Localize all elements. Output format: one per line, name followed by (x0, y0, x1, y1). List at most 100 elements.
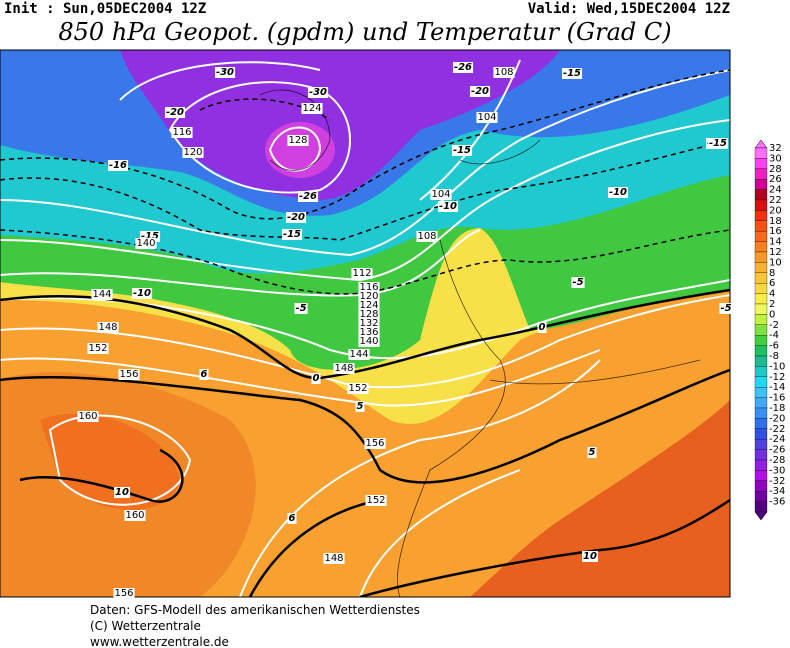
height-label-box (430, 189, 452, 200)
footer-line: Daten: GFS-Modell des amerikanischen Wet… (90, 603, 420, 617)
temperature-label-box (561, 68, 583, 79)
temperature-label-box (287, 513, 297, 524)
height-label: 160 (125, 510, 144, 521)
temperature-label: -5 (572, 277, 583, 288)
legend-label: 6 (769, 278, 775, 289)
height-label-box (358, 282, 380, 293)
legend-swatch (754, 449, 768, 461)
height-label-box (323, 553, 345, 564)
legend-swatch (754, 179, 768, 190)
height-label-box (91, 289, 113, 300)
temperature-label: -15 (563, 68, 581, 79)
temperature-label: -15 (453, 145, 471, 156)
legend-label: 30 (769, 153, 782, 164)
height-label-box (287, 135, 309, 146)
temperature-label: -10 (609, 187, 627, 198)
legend-swatch (754, 480, 768, 492)
height-label-box (358, 327, 380, 338)
height-label: 104 (431, 189, 450, 200)
temperature-label-box (607, 187, 629, 198)
legend-label: -26 (769, 445, 785, 456)
height-label: 120 (359, 291, 378, 302)
temperature-label-box (469, 86, 491, 97)
height-label-box (493, 67, 515, 78)
temperature-label-box (107, 160, 129, 171)
temperature-label-box (139, 231, 161, 242)
temperature-label: 10 (583, 551, 597, 562)
legend-label: -28 (769, 455, 785, 466)
height-label-box (358, 309, 380, 320)
legend-arrow (754, 139, 768, 149)
height-label-box (77, 411, 99, 422)
height-label: 116 (359, 282, 378, 293)
legend-swatch (754, 345, 768, 357)
legend-swatch (754, 376, 768, 388)
height-label: 148 (334, 363, 353, 374)
legend-swatch (754, 335, 768, 346)
legend-arrow (754, 511, 768, 521)
temperature-label: -10 (439, 201, 457, 212)
legend-swatch (754, 231, 768, 242)
height-label: 136 (359, 327, 378, 338)
valid-time: Valid: Wed,15DEC2004 12Z (528, 1, 730, 17)
legend-label: -36 (769, 497, 785, 508)
height-label: 120 (183, 147, 202, 158)
legend-swatch (754, 501, 768, 513)
height-label-box (358, 300, 380, 311)
legend-label: -22 (769, 424, 785, 435)
legend-label: 22 (769, 195, 782, 206)
height-label-box (135, 238, 157, 249)
legend-swatch (754, 147, 768, 159)
init-time: Init : Sun,05DEC2004 12Z (4, 1, 206, 17)
temperature-label: -20 (287, 212, 305, 223)
legend-swatch (754, 355, 768, 367)
height-label: 140 (136, 238, 155, 249)
height-label-box (97, 322, 119, 333)
height-label: 156 (365, 438, 384, 449)
height-label: 124 (302, 103, 321, 114)
legend-swatch (754, 199, 768, 211)
height-label-box (118, 369, 140, 380)
temperature-label: 5 (357, 401, 364, 412)
height-label: 148 (98, 322, 117, 333)
temperature-label: 6 (201, 369, 208, 380)
legend-swatch (754, 459, 768, 471)
legend-label: 14 (769, 237, 782, 248)
height-label: 128 (288, 135, 307, 146)
legend-label: -8 (769, 351, 779, 362)
map-frame (0, 49, 731, 598)
legend-swatch (754, 158, 768, 169)
height-label-box (171, 127, 193, 138)
legend-swatch (754, 283, 768, 294)
map: -30 -30 -20 -26 -20 -15 -16 -15 -10 -10 -5 0 -26 -20 -… (0, 49, 733, 599)
legend-swatch (754, 418, 768, 429)
legend-swatch (754, 387, 768, 398)
legend-swatch (754, 251, 768, 263)
temperature-label: -15 (709, 138, 727, 149)
height-label-box (333, 363, 355, 374)
legend-swatch (754, 439, 768, 450)
legend-label: -24 (769, 434, 785, 445)
legend-swatch (754, 189, 768, 201)
temperature-label: 0 (313, 373, 320, 384)
temperature-label: -30 (216, 67, 234, 78)
temperature-label-box (297, 191, 319, 202)
height-label: 116 (172, 127, 191, 138)
temperature-label-box (452, 62, 474, 73)
temperature-label-box (281, 229, 303, 240)
temperature-label: -20 (471, 86, 489, 97)
height-label-box (358, 336, 380, 347)
height-label: 160 (78, 411, 97, 422)
height-label: 104 (477, 112, 496, 123)
legend-swatch (754, 470, 768, 481)
height-label-box (301, 103, 323, 114)
height-label: 144 (349, 349, 368, 360)
legend-label: -20 (769, 413, 785, 424)
footer-line: www.wetterzentrale.de (90, 635, 229, 648)
height-label-box (113, 588, 135, 599)
legend-label: -6 (769, 341, 779, 352)
height-label: 144 (92, 289, 111, 300)
legend-label: 2 (769, 299, 775, 310)
temperature-label-box (131, 288, 153, 299)
